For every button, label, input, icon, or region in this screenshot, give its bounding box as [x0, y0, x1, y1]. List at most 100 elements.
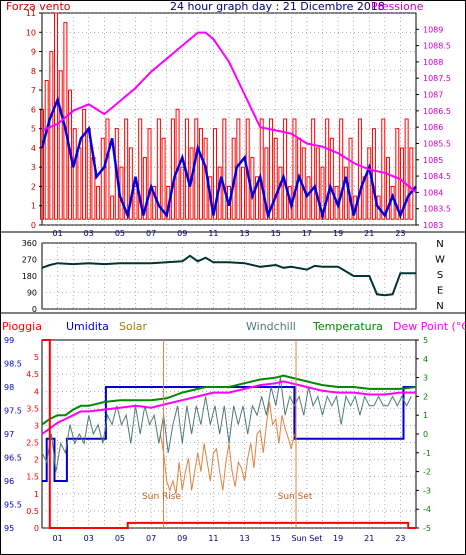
temperature-tick-label: 1 — [423, 411, 428, 420]
pressure-tick-label: 1084 — [423, 188, 443, 197]
x-tick-label: 15 — [271, 534, 281, 543]
wind-tick-label: 4 — [31, 144, 36, 153]
wind-gust-bar — [58, 70, 63, 220]
wind-gust-bar — [348, 137, 353, 220]
x-tick-label: 03 — [84, 229, 94, 238]
wind-tick-label: 0 — [31, 221, 36, 230]
wind-gust-bar — [371, 128, 376, 220]
x-tick-label: 21 — [364, 229, 374, 238]
x-tick-label: 07 — [146, 534, 156, 543]
x-tick-label: 23 — [395, 534, 405, 543]
wind-gust-bar — [212, 128, 217, 220]
humidity-line — [42, 386, 416, 482]
x-tick-label: 07 — [146, 229, 156, 238]
wind-gust-bar — [241, 166, 246, 220]
direction-tick-label: 180 — [22, 272, 37, 281]
wind-gust-bar — [278, 166, 283, 220]
wind-gust-bar — [82, 108, 87, 220]
temperature-line — [41, 374, 417, 426]
compass-letter: W — [435, 255, 445, 266]
wind-gust-bar — [329, 137, 334, 220]
rain-tick-label: 4 — [34, 387, 39, 396]
wind-tick-label: 6 — [31, 105, 36, 114]
rain-line — [42, 339, 416, 529]
wind-gust-bar — [138, 118, 143, 220]
windchill-line — [41, 377, 412, 472]
temperature-tick-label: -5 — [423, 524, 431, 533]
pressure-tick-label: 1086.5 — [423, 107, 451, 116]
wind-gust-bar — [292, 118, 297, 220]
rain-tick-label: 2.5 — [26, 439, 39, 448]
wind-gust-bar — [105, 118, 110, 220]
wind-pressure-series — [40, 12, 417, 221]
x-tick-label: 11 — [208, 534, 218, 543]
solar-label: Solar — [119, 320, 148, 333]
sun-set-label: Sun Set — [278, 492, 313, 502]
compass-letter: S — [437, 270, 443, 281]
rain-temp-grid — [42, 340, 416, 529]
rain-temp-x-ticks: 01 03 05 07 09 11 13 15 Sun Set 19 21 23 — [52, 534, 405, 543]
x-tick-label: 21 — [364, 534, 374, 543]
wind-pressure-x-ticks: 01 03 05 07 09 11 13 15 17 19 21 23 — [52, 229, 405, 238]
wind-gust-bar — [161, 137, 166, 220]
rain-tick-label: 5 — [34, 353, 39, 362]
x-tick-label: 15 — [271, 229, 281, 238]
sun-annotations: Sun Rise Sun Set — [142, 340, 313, 528]
wind-gust-bar — [381, 118, 386, 220]
temperature-tick-label: -4 — [423, 505, 431, 514]
rain-y-ticks: 0 0.5 1 1.5 2 2.5 3 3.5 4 4.5 5 — [26, 353, 39, 533]
wind-gust-bar — [339, 118, 344, 220]
wind-gust-bar — [110, 195, 115, 220]
temperature-tick-label: -2 — [423, 468, 431, 477]
wind-gust-bar — [100, 137, 105, 220]
rain-tick-label: 3 — [34, 421, 39, 430]
wind-gust-bar — [72, 128, 77, 220]
wind-gust-bar — [124, 118, 129, 220]
humidity-label: Umidita — [66, 320, 109, 333]
pressure-line — [41, 31, 417, 194]
wind-gust-bar — [343, 166, 348, 220]
wind-gust-bar — [409, 147, 414, 220]
compass-letter: N — [436, 239, 443, 250]
wind-gust-bar — [283, 118, 288, 220]
pressure-tick-label: 1083 — [423, 221, 443, 230]
wind-gust-bar — [170, 118, 175, 220]
humidity-tick-label: 96.5 — [4, 454, 22, 463]
temperature-tick-label: 0 — [423, 430, 428, 439]
pressure-tick-label: 1085.5 — [423, 139, 451, 148]
rain-tick-label: 4.5 — [26, 370, 39, 379]
wind-y-ticks: 0 1 2 3 4 5 6 7 8 9 10 11 — [26, 9, 42, 230]
rain-tick-label: 0.5 — [26, 507, 39, 516]
temperature-label: Temperatura — [312, 320, 383, 333]
wind-gust-bar — [147, 128, 152, 220]
wind-label: Forza vento — [6, 0, 71, 13]
temperature-tick-label: 5 — [423, 336, 428, 345]
pressure-tick-label: 1088.5 — [423, 42, 451, 51]
pressure-tick-label: 1084.5 — [423, 172, 451, 181]
wind-gust-bar — [44, 79, 49, 220]
wind-gust-bar — [54, 12, 59, 220]
dewpoint-label: Dew Point (°C) — [393, 320, 466, 333]
wind-gust-bar — [255, 176, 260, 220]
humidity-tick-label: 97.5 — [4, 407, 22, 416]
direction-line — [41, 254, 416, 297]
direction-series — [41, 254, 416, 297]
humidity-tick-label: 95.5 — [4, 501, 22, 510]
wind-tick-label: 9 — [31, 48, 36, 57]
wind-gust-bar — [399, 147, 404, 220]
wind-average-line — [40, 95, 417, 221]
wind-gust-bar — [152, 185, 157, 220]
wind-gust-bar — [395, 128, 400, 220]
wind-gust-bar — [49, 51, 54, 220]
wind-gust-bar — [259, 118, 264, 220]
wind-tick-label: 2 — [31, 182, 36, 191]
temperature-y-ticks: -5 -4 -3 -2 -1 0 1 2 3 4 5 — [416, 336, 431, 533]
x-tick-label: 11 — [208, 229, 218, 238]
x-tick-label: 03 — [84, 534, 94, 543]
x-tick-label: 01 — [52, 229, 62, 238]
rain-tick-label: 3.5 — [26, 404, 39, 413]
wind-gust-bar — [222, 118, 227, 220]
chart-title: 24 hour graph day : 21 Dicembre 2018 — [170, 0, 385, 13]
wind-gust-bar — [357, 118, 362, 220]
